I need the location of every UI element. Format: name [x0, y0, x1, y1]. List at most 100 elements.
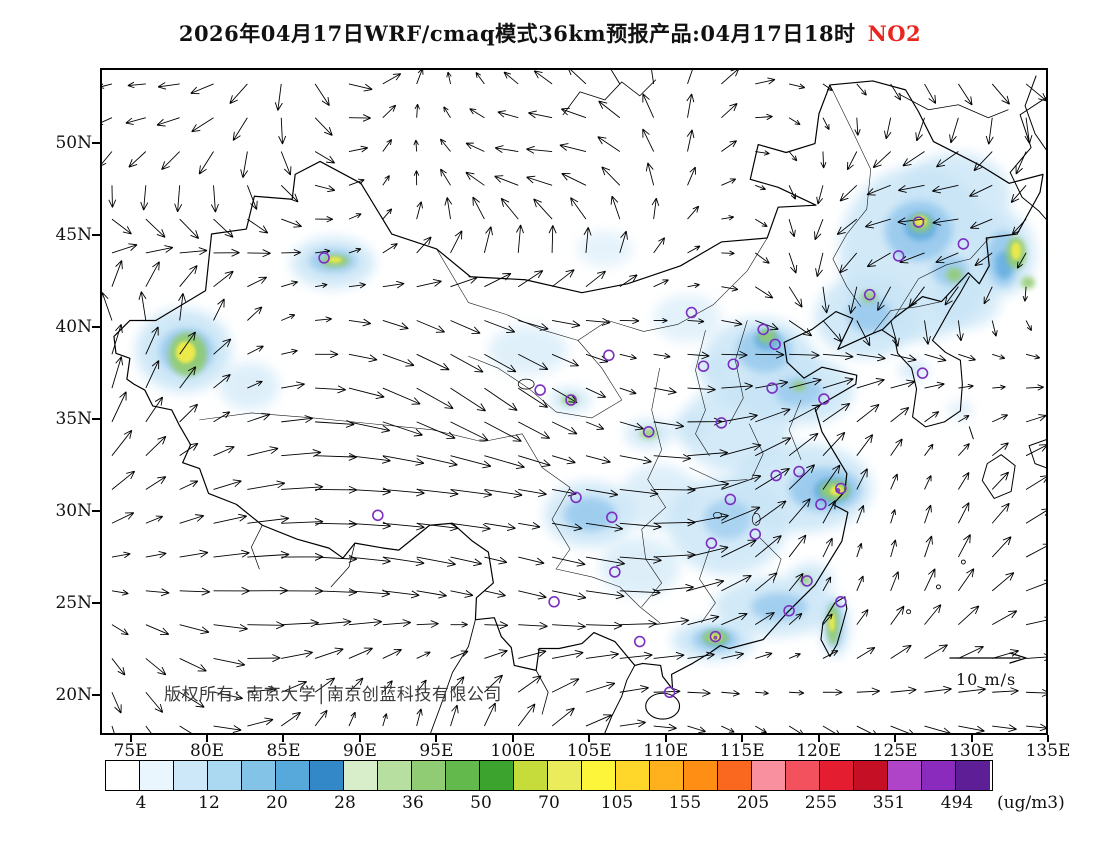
lon-tick [435, 735, 438, 742]
wind-vector-arrow [721, 474, 762, 490]
wind-vector-arrow [958, 646, 984, 659]
wind-vector-arrow [985, 117, 994, 145]
colorbar-tick-351: 351 [872, 793, 906, 813]
wind-vector-arrow [111, 512, 135, 524]
colorbar-cell-12 [514, 761, 548, 790]
wind-vector-arrow [788, 534, 807, 558]
wind-vector-arrow [1025, 508, 1046, 524]
colorbar-cell-23 [888, 761, 922, 790]
wind-vector-arrow [1025, 475, 1046, 490]
wind-vector-arrow [483, 702, 496, 727]
wind-vector-arrow [585, 317, 611, 326]
wind-vector-arrow [969, 184, 993, 197]
wind-vector-arrow [877, 286, 892, 311]
wind-vector-arrow [585, 556, 626, 567]
wind-vector-arrow [444, 197, 453, 220]
colorbar-cell-8 [378, 761, 412, 790]
wind-vector-arrow [932, 184, 959, 194]
wind-vector-arrow [992, 610, 1018, 626]
wind-vector-arrow [348, 318, 372, 327]
wind-vector-arrow [416, 620, 439, 628]
station-marker [697, 360, 710, 372]
wind-vector-arrow [619, 455, 652, 465]
wind-vector-arrow [156, 117, 180, 127]
wind-vector-arrow [314, 83, 330, 107]
wind-vector-arrow [111, 429, 133, 456]
wind-vector-arrow [382, 455, 425, 466]
wind-vector-arrow [528, 110, 553, 119]
wind-vector-arrow [687, 351, 710, 360]
no2-shade-blob [946, 267, 963, 282]
wind-vector-arrow [348, 556, 391, 565]
wind-vector-arrow [518, 489, 547, 497]
wind-vector-arrow [314, 151, 336, 164]
russia-coastline [1009, 97, 1046, 220]
colorbar-cell-20 [786, 761, 820, 790]
wind-vector-arrow [145, 218, 166, 238]
wind-vector-arrow [687, 578, 725, 592]
wind-vector-arrow [991, 83, 1010, 105]
wind-vector-arrow [533, 198, 553, 220]
wind-vector-arrow [924, 685, 952, 694]
wind-vector-arrow [597, 136, 621, 152]
wind-vector-arrow [450, 650, 469, 659]
wind-vector-arrow [102, 117, 113, 125]
no2-shade-blob [328, 256, 342, 263]
station-marker [916, 367, 929, 379]
wind-vector-arrow [102, 292, 113, 321]
wind-vector-arrow [348, 647, 373, 659]
wind-vector-arrow [619, 317, 640, 325]
lon-tick [588, 735, 591, 742]
wind-vector-arrow [281, 314, 296, 321]
wind-vector-arrow [754, 500, 787, 524]
wind-vector-arrow [788, 404, 821, 423]
wind-vector-arrow [1025, 616, 1046, 626]
wind-vector-arrow [721, 382, 753, 391]
bangladesh-border [330, 542, 356, 588]
wind-vector-arrow [179, 366, 197, 389]
colorbar-tick-12: 12 [198, 793, 220, 813]
wind-vector-arrow [503, 71, 519, 85]
wind-vector-arrow [956, 320, 964, 342]
wind-vector-arrow [548, 225, 557, 253]
lon-label-75E: 75E [113, 741, 148, 761]
wind-vector-arrow [890, 644, 912, 659]
wind-vector-arrow [958, 568, 975, 592]
wind-vector-arrow [653, 583, 694, 592]
lat-tick [92, 326, 100, 329]
wind-vector-arrow [465, 171, 485, 186]
wind-vector-arrow [416, 70, 424, 85]
wind-vector-arrow [822, 402, 851, 423]
wind-vector-arrow [416, 201, 423, 220]
wind-vector-arrow [958, 353, 976, 362]
species-label: NO2 [867, 21, 922, 46]
wind-scale-legend: 10 m/s [948, 650, 1042, 689]
wind-vector-arrow [992, 414, 1009, 423]
wind-vector-arrow [314, 677, 336, 693]
wind-vector-arrow [822, 537, 833, 558]
wind-vector-arrow [991, 502, 1010, 524]
wind-vector-arrow [111, 551, 131, 559]
wind-vector-arrow [1011, 218, 1027, 235]
lon-label-130E: 130E [949, 741, 994, 761]
wind-vector-arrow [382, 590, 420, 599]
wind-vector-arrow [653, 617, 690, 626]
colorbar-cell-9 [412, 761, 446, 790]
wind-vector-arrow [583, 227, 592, 253]
wind-vector-arrow [483, 226, 493, 254]
lon-label-115E: 115E [719, 741, 765, 761]
wind-vector-arrow [619, 684, 649, 693]
colorbar-cell-15 [616, 761, 650, 790]
no2-shade-blob [219, 362, 280, 410]
wind-vector-arrow [111, 624, 129, 636]
wind-vector-arrow [788, 432, 819, 457]
station-marker [372, 509, 384, 522]
wind-vector-arrow [788, 117, 801, 126]
colorbar-cell-14 [582, 761, 616, 790]
colorbar-swatches [105, 760, 993, 791]
wind-vector-arrow [281, 649, 314, 659]
wind-vector-arrow [687, 545, 729, 558]
lat-tick [92, 142, 100, 145]
station-marker [705, 537, 718, 549]
no2-concentration-shading-layer [135, 152, 1036, 661]
